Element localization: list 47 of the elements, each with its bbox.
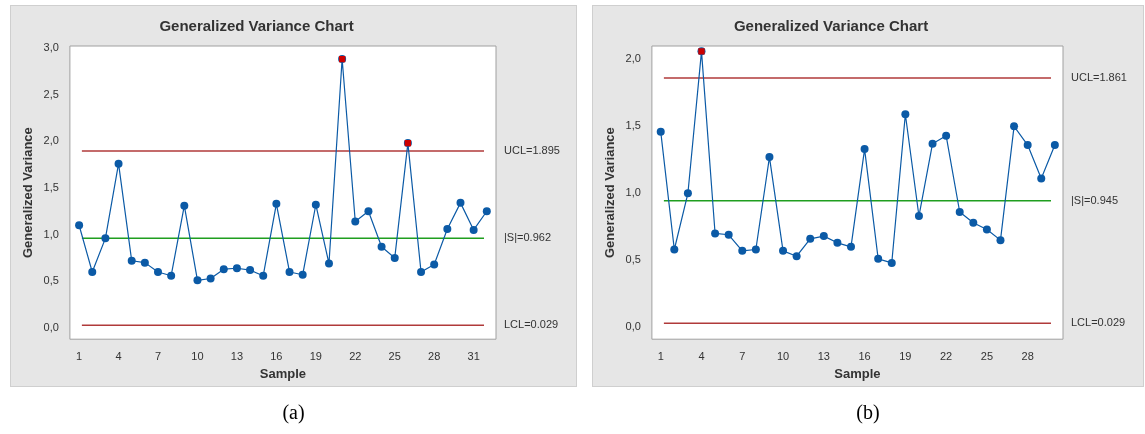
x-tick-label: 13	[230, 349, 244, 362]
y-axis-title: Generalized Variance	[602, 127, 618, 258]
y-tick-label: 1,0	[43, 227, 59, 240]
x-tick-label: 22	[940, 349, 953, 362]
x-tick-label: 4	[698, 349, 705, 362]
x-tick-label: 31	[467, 349, 480, 362]
y-tick-label: 0,5	[43, 274, 59, 287]
x-tick-label: 10	[776, 349, 790, 362]
x-tick-label: 22	[349, 349, 362, 362]
x-tick-label: 1	[76, 349, 83, 362]
y-tick-label: 1,5	[43, 180, 59, 193]
x-tick-label: 4	[115, 349, 122, 362]
x-tick-label: 19	[309, 349, 322, 362]
chart-title: Generalized Variance Chart	[159, 17, 354, 35]
x-tick-label: 13	[817, 349, 830, 362]
x-tick-label: 16	[270, 349, 283, 362]
x-axis-title: Sample	[834, 365, 881, 381]
x-tick-label: 28	[1021, 349, 1034, 362]
ref-line-label: UCL=1.895	[504, 144, 560, 157]
x-tick-label: 7	[739, 349, 746, 362]
ref-line-label: |S|=0.945	[1071, 193, 1119, 206]
ref-line-label: UCL=1.861	[1071, 71, 1127, 84]
x-axis-title: Sample	[259, 365, 307, 381]
x-tick-label: 16	[858, 349, 871, 362]
ref-line-label: LCL=0.029	[504, 318, 559, 331]
chart-title: Generalized Variance Chart	[733, 17, 929, 35]
x-tick-label: 7	[154, 349, 162, 362]
x-tick-label: 25	[388, 349, 401, 362]
y-tick-label: 1,0	[625, 186, 641, 199]
y-tick-label: 2,0	[625, 52, 641, 65]
x-tick-label: 25	[980, 349, 994, 362]
y-tick-label: 0,5	[625, 253, 641, 266]
y-tick-label: 3,0	[43, 40, 59, 53]
text: (b)	[855, 401, 881, 424]
x-tick-label: 1	[657, 349, 664, 362]
y-tick-label: 2,5	[43, 87, 59, 100]
y-tick-label: 0,0	[625, 320, 641, 333]
y-axis-title: Generalized Variance	[20, 127, 36, 258]
ref-line-label: |S|=0.962	[504, 231, 552, 244]
x-tick-label: 28	[428, 349, 441, 362]
text: (a)	[281, 401, 306, 424]
ref-line-label: LCL=0.029	[1071, 316, 1126, 329]
x-tick-label: 19	[899, 349, 912, 362]
y-tick-label: 0,0	[43, 321, 59, 334]
x-tick-label: 10	[191, 349, 204, 362]
y-tick-label: 1,5	[625, 119, 641, 132]
y-tick-label: 2,0	[43, 134, 59, 147]
